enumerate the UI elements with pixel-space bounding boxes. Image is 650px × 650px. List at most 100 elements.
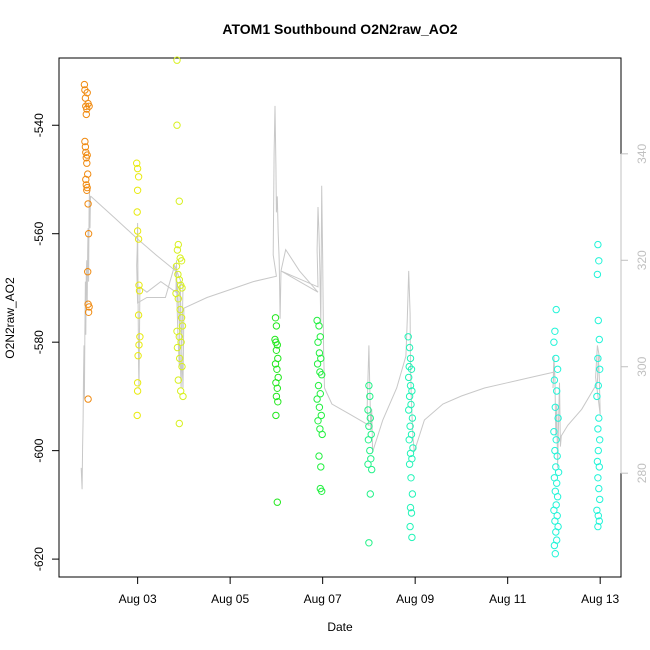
data-point: [133, 387, 142, 395]
data-point: [594, 354, 602, 363]
data-point: [134, 173, 143, 181]
data-point: [134, 235, 143, 243]
data-point: [551, 550, 559, 558]
data-point: [407, 365, 416, 373]
x-tick-label: Aug 13: [581, 592, 619, 606]
data-point: [406, 449, 415, 458]
data-point: [83, 89, 91, 97]
chart-title: ATOM1 Southbound O2N2raw_AO2: [222, 21, 457, 37]
data-point: [135, 281, 143, 289]
data-point: [596, 436, 604, 444]
x-tick-label: Aug 09: [396, 592, 434, 606]
data-point: [272, 322, 281, 330]
data-point: [368, 465, 376, 474]
secondary-series-line: [80, 105, 601, 490]
data-point: [83, 186, 91, 195]
data-point: [552, 354, 560, 363]
data-point: [405, 406, 413, 414]
data-point: [174, 240, 183, 249]
data-point: [550, 338, 558, 346]
data-point: [272, 379, 280, 387]
y-tick-label: -580: [32, 330, 46, 354]
data-point: [406, 422, 414, 430]
data-point: [405, 436, 413, 444]
data-point: [405, 373, 413, 382]
data-point: [133, 379, 142, 387]
y-tick-label: -620: [32, 547, 46, 571]
series-day8: [550, 305, 563, 558]
data-point: [318, 371, 326, 379]
data-point: [595, 463, 603, 471]
data-point: [318, 430, 326, 439]
data-point: [271, 314, 280, 322]
data-point: [551, 327, 559, 335]
data-point: [318, 487, 326, 495]
data-point: [175, 419, 184, 428]
data-point: [315, 322, 323, 330]
data-point: [271, 360, 280, 368]
data-point: [274, 398, 282, 406]
data-point: [80, 80, 89, 89]
data-point: [178, 322, 187, 330]
data-point: [594, 522, 602, 531]
data-point: [364, 436, 373, 444]
data-point: [177, 338, 185, 346]
data-point: [551, 403, 559, 411]
x-tick-label: Aug 07: [304, 592, 342, 606]
data-point: [176, 305, 184, 314]
data-point: [595, 414, 603, 422]
data-point: [406, 381, 415, 390]
data-point: [136, 333, 144, 341]
y-axis-right: 280 300 320 340: [620, 143, 649, 483]
data-point: [315, 452, 323, 460]
data-point: [133, 411, 141, 420]
data-point: [82, 110, 91, 119]
secondary-line-layer: [80, 105, 601, 490]
data-point: [405, 343, 414, 352]
data-point: [593, 392, 601, 401]
data-point: [553, 365, 562, 373]
data-point: [272, 346, 281, 354]
data-point: [134, 311, 143, 319]
data-point: [83, 183, 91, 192]
data-point: [84, 230, 93, 238]
x-axis-label: Date: [327, 620, 353, 634]
data-point: [177, 314, 186, 322]
data-point: [178, 284, 186, 292]
data-point: [81, 137, 89, 146]
data-point: [406, 503, 415, 512]
data-point: [174, 270, 182, 279]
data-point: [177, 257, 186, 265]
data-point: [594, 446, 602, 455]
data-point: [83, 159, 91, 167]
data-point: [365, 381, 373, 390]
data-point: [595, 484, 603, 493]
data-point: [365, 539, 373, 547]
y2-tick-label: 280: [635, 463, 649, 483]
data-point: [133, 227, 142, 235]
data-point: [317, 354, 325, 363]
data-point: [596, 495, 604, 504]
data-point: [554, 414, 562, 422]
data-point: [406, 522, 414, 531]
data-point: [314, 338, 322, 346]
series-day4: [271, 314, 282, 506]
data-point: [406, 354, 415, 363]
y-tick-label: -560: [32, 221, 46, 245]
data-point: [173, 56, 181, 64]
data-point: [404, 333, 412, 341]
points-layer: [80, 56, 604, 558]
data-point: [176, 354, 184, 363]
data-point: [273, 365, 281, 373]
series-day2: [133, 159, 144, 420]
data-point: [408, 533, 416, 542]
data-point: [594, 474, 602, 482]
data-point: [84, 200, 92, 208]
data-point: [594, 381, 602, 390]
data-point: [551, 517, 559, 525]
data-point: [178, 362, 186, 371]
data-point: [133, 164, 142, 173]
data-point: [405, 460, 414, 468]
data-point: [594, 240, 602, 249]
series-day3: [172, 56, 187, 428]
